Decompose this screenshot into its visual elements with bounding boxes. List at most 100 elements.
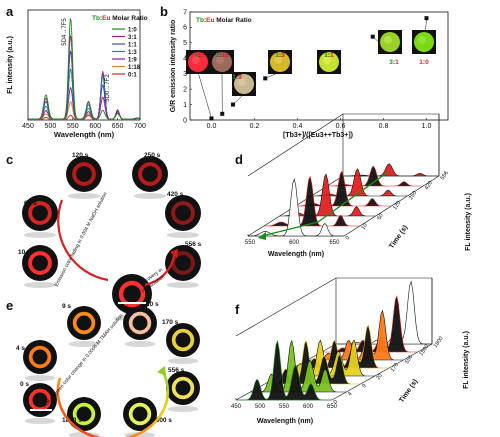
photo-c-disc (22, 195, 58, 231)
time-tick-label: 250 (408, 190, 418, 201)
x-tick-label: 600 (89, 123, 101, 130)
time-label: 420 s (167, 191, 184, 198)
time-tick-label: 1500 (418, 344, 430, 357)
swatch-highlight (418, 36, 426, 44)
y-tick-label: 6 (183, 25, 187, 32)
legend-entry: 0:1 (128, 72, 137, 78)
spectrum-slice (263, 175, 360, 227)
photo-e-ring (171, 328, 195, 352)
photo-c-ring (28, 201, 52, 225)
swatch-highlight (192, 56, 200, 64)
photo-c-recovered-ring (118, 280, 146, 308)
recovery-arc (144, 254, 176, 287)
x-tick-label: 550 (67, 123, 79, 130)
swatch-label: 1:0 (419, 59, 429, 66)
photo-shadow (24, 375, 56, 381)
photo-c-disc (66, 156, 102, 192)
x-tick-label: 0.8 (379, 123, 389, 130)
swatch-highlight (216, 56, 224, 64)
time-tick-label: 0 (333, 399, 340, 405)
time-label: 1500 s (152, 417, 172, 424)
photo-e-ring (128, 311, 152, 335)
y-tick-label: 1 (183, 102, 187, 109)
photo-c-ring (138, 162, 162, 186)
time-label: 556 s (168, 367, 185, 374)
top-edge (235, 277, 337, 337)
photo-shadow (23, 232, 57, 238)
panel-c-letter: c (6, 152, 14, 167)
legend-title: Tb:Eu Molar Ratio (92, 15, 148, 22)
photo-shadow (68, 341, 100, 347)
time-label: 556 s (185, 241, 202, 248)
x-tick-label: 500 (255, 404, 266, 410)
x-tick-label: 450 (231, 404, 242, 410)
photo-e-disc (166, 323, 200, 357)
time-label: 60 s (24, 200, 37, 207)
photo-shadow (124, 341, 156, 347)
process-arc (57, 199, 109, 282)
photo-e-disc (23, 383, 57, 417)
time-tick-label: 4 (347, 391, 354, 397)
y-axis-label: FL intensity (a.u.) (7, 36, 14, 94)
time-tick-label: 9 (361, 383, 368, 389)
x-tick-label: 450 (22, 123, 34, 130)
swatch-label: 1:9 (232, 74, 242, 81)
top-edge (247, 113, 344, 177)
time-label: 10 s (18, 249, 31, 256)
time-label: 1800 s (62, 417, 82, 424)
y-axis-label: FL intensity (a.u.) (465, 193, 472, 251)
y-axis-label: G/R emission intensity ratio (170, 20, 177, 113)
time-label: 250 s (144, 152, 161, 159)
photo-c-ring (28, 251, 52, 275)
swatch-highlight (238, 78, 246, 86)
arrow-head (170, 249, 178, 258)
photo-shadow (133, 193, 167, 199)
photo-e-ring (72, 402, 96, 426)
photo-e-disc (23, 340, 57, 374)
swatch-label: 1:18 (215, 52, 228, 59)
transition-label-red: 5D0→7F2 (105, 74, 111, 102)
photo-shadow (167, 358, 199, 364)
time-label: 120 s (72, 152, 89, 159)
time-tick-label: 1800 (433, 336, 445, 349)
panel-f-letter: f (235, 302, 240, 317)
swatch-label: 1:3 (275, 52, 285, 59)
photo-c-disc (132, 156, 168, 192)
x-axis-label: Wavelength (nm) (54, 130, 115, 139)
time-label: 4 s (16, 345, 25, 352)
swatch-label: 1:1 (324, 52, 334, 59)
time-tick-label: 10 (361, 223, 369, 231)
panel-a-letter: a (6, 4, 14, 19)
spectrum-slice (248, 178, 344, 237)
panel-d-letter: d (235, 152, 243, 167)
photo-c-disc (22, 245, 58, 281)
x-tick-label: 700 (134, 123, 146, 130)
trend-arrow (261, 171, 389, 237)
photo-e-ring (128, 402, 152, 426)
x-axis-label: Wavelength (nm) (268, 251, 324, 258)
time-tick-label: 20 (376, 373, 384, 381)
x-tick-label: 0.0 (207, 123, 217, 130)
photo-c-ring (171, 201, 195, 225)
panel-e-letter: e (6, 298, 14, 313)
y-tick-label: 0 (183, 117, 187, 124)
photo-e-ring (28, 345, 52, 369)
x-tick-label: 600 (303, 404, 314, 410)
time-label: 0 s (20, 381, 29, 388)
photo-c-ring (72, 162, 96, 186)
process-arc (56, 369, 170, 437)
time-tick-label: 420 (424, 180, 434, 191)
time-tick-label: 556 (440, 170, 450, 181)
x-tick-label: 650 (112, 123, 124, 130)
trend-arrow-head (258, 232, 266, 240)
x-tick-label: 550 (279, 404, 290, 410)
legend-entry: 3:1 (128, 35, 137, 41)
swatch-highlight (384, 36, 392, 44)
legend-entry: 1:9 (128, 57, 137, 63)
time-tick-label: 170 (390, 362, 400, 373)
leader-line (197, 71, 212, 119)
